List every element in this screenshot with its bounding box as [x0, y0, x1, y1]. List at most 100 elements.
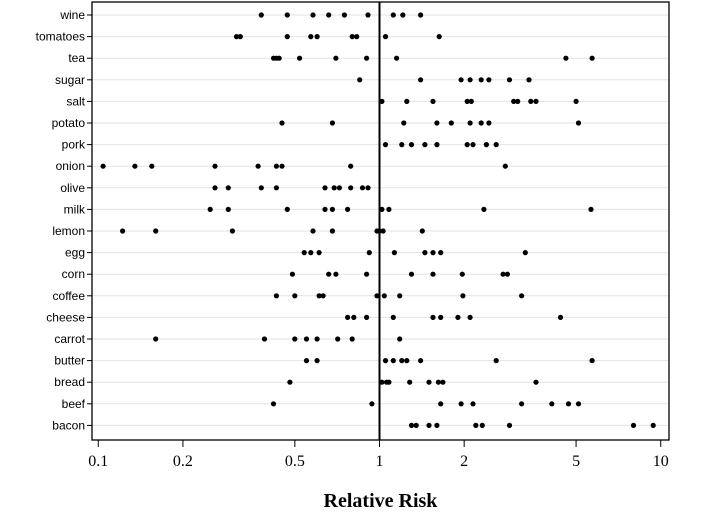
point-wine-6	[390, 12, 396, 18]
point-egg-2	[316, 250, 322, 256]
point-egg-5	[422, 250, 428, 256]
point-sugar-2	[458, 77, 464, 83]
category-label-coffee: coffee	[53, 289, 86, 303]
category-label-salt: salt	[66, 94, 85, 108]
point-cheese-4	[430, 314, 436, 320]
point-butter-2	[382, 358, 389, 364]
x-tick-label-0.1: 0.1	[88, 453, 108, 470]
point-lemon-7	[380, 228, 386, 234]
point-onion-2	[149, 163, 155, 169]
point-coffee-4	[374, 293, 380, 299]
point-milk-1	[225, 206, 231, 212]
point-potato-8	[575, 120, 582, 126]
point-egg-4	[391, 250, 397, 256]
category-label-sugar: sugar	[55, 73, 85, 87]
point-potato-2	[401, 120, 407, 126]
point-cheese-0	[345, 314, 351, 320]
point-tea-5	[364, 55, 370, 61]
point-salt-4	[468, 98, 474, 104]
point-onion-8	[502, 163, 508, 169]
point-cheese-1	[351, 314, 357, 320]
point-cheese-2	[364, 314, 370, 320]
point-lemon-1	[153, 228, 159, 234]
point-pork-7	[483, 142, 489, 148]
point-tomatoes-3	[308, 34, 314, 40]
point-olive-7	[348, 185, 354, 191]
point-corn-0	[289, 271, 295, 277]
point-tomatoes-7	[382, 34, 389, 40]
point-butter-8	[589, 358, 595, 364]
point-beef-4	[470, 401, 476, 407]
category-label-olive: olive	[60, 181, 85, 195]
point-coffee-6	[397, 293, 403, 299]
point-milk-6	[379, 206, 385, 212]
point-tea-2	[276, 55, 282, 61]
point-milk-9	[588, 206, 594, 212]
point-butter-5	[404, 358, 410, 364]
point-bacon-3	[434, 422, 440, 428]
point-potato-7	[486, 120, 492, 126]
point-pork-2	[408, 142, 415, 148]
point-wine-2	[310, 12, 316, 18]
point-carrot-4	[314, 336, 320, 342]
point-olive-0	[212, 185, 218, 191]
point-bread-4	[407, 379, 413, 385]
point-potato-5	[467, 120, 473, 126]
point-coffee-1	[292, 293, 298, 299]
x-tick-label-1: 1	[376, 453, 384, 470]
point-onion-1	[132, 163, 138, 169]
point-tomatoes-8	[436, 34, 442, 40]
point-olive-2	[258, 185, 264, 191]
point-wine-0	[258, 12, 264, 18]
x-tick-label-5: 5	[572, 453, 580, 470]
category-label-beef: beef	[62, 397, 86, 411]
point-beef-6	[549, 401, 555, 407]
point-carrot-1	[261, 336, 268, 342]
point-tea-7	[563, 55, 569, 61]
point-corn-3	[364, 271, 370, 277]
point-coffee-8	[519, 293, 525, 299]
point-carrot-7	[397, 336, 403, 342]
category-label-wine: wine	[59, 8, 85, 22]
point-onion-3	[212, 163, 218, 169]
point-lemon-2	[229, 228, 235, 234]
point-sugar-7	[526, 77, 532, 83]
point-bread-1	[379, 379, 385, 385]
point-tea-3	[297, 55, 303, 61]
point-salt-7	[528, 98, 534, 104]
point-wine-5	[365, 12, 371, 18]
point-olive-3	[273, 185, 279, 191]
point-bread-6	[435, 379, 441, 385]
category-label-egg: egg	[65, 246, 85, 260]
point-bacon-6	[506, 422, 513, 428]
point-beef-8	[575, 401, 582, 407]
point-salt-0	[379, 98, 385, 104]
point-potato-0	[279, 120, 285, 126]
point-pork-6	[470, 142, 476, 148]
point-salt-5	[511, 98, 517, 104]
point-milk-7	[386, 206, 392, 212]
point-sugar-0	[357, 77, 363, 83]
point-lemon-3	[310, 228, 316, 234]
point-carrot-6	[349, 336, 355, 342]
point-bread-5	[426, 379, 432, 385]
point-carrot-0	[153, 336, 159, 342]
x-axis-ticks: 0.1 0.2 0.5 1 2 5 10	[88, 440, 669, 470]
category-label-corn: corn	[62, 267, 85, 281]
point-milk-2	[284, 206, 290, 212]
point-onion-6	[279, 163, 285, 169]
point-cheese-8	[557, 314, 564, 320]
point-salt-9	[573, 98, 579, 104]
point-egg-8	[522, 250, 528, 256]
point-butter-3	[390, 358, 396, 364]
point-pork-5	[464, 142, 470, 148]
point-butter-4	[399, 358, 405, 364]
point-tea-4	[333, 55, 339, 61]
point-sugar-3	[467, 77, 473, 83]
point-pork-4	[434, 142, 440, 148]
point-corn-4	[408, 271, 415, 277]
category-label-milk: milk	[64, 202, 86, 216]
point-potato-1	[329, 120, 335, 126]
point-wine-3	[326, 12, 332, 18]
